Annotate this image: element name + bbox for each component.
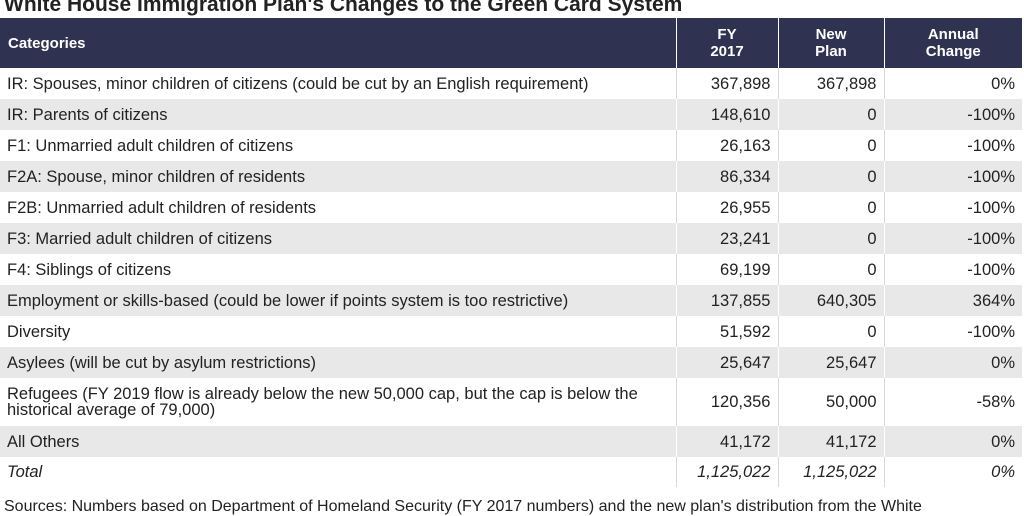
value-cell: 0 — [777, 254, 884, 285]
category-cell: F2B: Unmarried adult children of residen… — [7, 198, 317, 217]
category-cell: Employment or skills-based (could be low… — [0, 285, 676, 316]
value-cell: -100% — [883, 223, 1022, 254]
category-cell: All Others — [0, 426, 676, 457]
value-cell: 25,647 — [675, 347, 778, 378]
table-row: Total 1,125,022 1,125,022 0% — [0, 457, 1022, 487]
value-cell: 0% — [883, 457, 1022, 487]
value-cell: 0 — [777, 99, 884, 130]
value-cell: 0 — [777, 161, 884, 192]
category-cell: Refugees (FY 2019 flow is already below … — [7, 385, 638, 419]
table-row: Asylees (will be cut by asylum restricti… — [0, 347, 1022, 378]
value-cell: 0% — [883, 426, 1022, 457]
value-cell: 25,647 — [777, 347, 884, 378]
category-cell: Total — [7, 463, 43, 481]
value-cell: 367,898 — [675, 68, 778, 99]
category-cell: Diversity — [7, 322, 71, 341]
table-row: F2B: Unmarried adult children of residen… — [0, 192, 1022, 223]
value-cell: -100% — [883, 161, 1022, 192]
value-cell: 367,898 — [777, 68, 884, 99]
value-cell: -100% — [883, 192, 1022, 223]
table-row: F4: Siblings of citizens 69,199 0 -100% — [0, 254, 1022, 285]
value-cell: -100% — [883, 316, 1022, 347]
source-note: Sources: Numbers based on Department of … — [4, 498, 922, 515]
value-cell: 148,610 — [675, 99, 778, 130]
value-cell: 137,855 — [675, 285, 778, 316]
table-row: Diversity 51,592 0 -100% — [0, 316, 1022, 347]
table-row: IR: Parents of citizens 148,610 0 -100% — [0, 99, 1022, 130]
value-cell: -100% — [883, 99, 1022, 130]
column-header: FY 2017 — [675, 18, 778, 68]
value-cell: 26,955 — [675, 192, 778, 223]
value-cell: 23,241 — [675, 223, 778, 254]
table-title: White House Immigration Plan's Changes t… — [4, 0, 683, 16]
category-cell: F4: Siblings of citizens — [7, 260, 172, 279]
table-body: IR: Spouses, minor children of citizens … — [0, 68, 1022, 487]
value-cell: 0 — [777, 130, 884, 161]
category-cell: IR: Spouses, minor children of citizens … — [7, 74, 589, 93]
table-row: F2A: Spouse, minor children of residents… — [0, 161, 1022, 192]
table-row: Employment or skills-based (could be low… — [0, 285, 1022, 316]
value-cell: 51,592 — [675, 316, 778, 347]
table-row: F1: Unmarried adult children of citizens… — [0, 130, 1022, 161]
table-row: Refugees (FY 2019 flow is already below … — [0, 378, 1022, 426]
value-cell: 41,172 — [777, 426, 884, 457]
table-row: IR: Spouses, minor children of citizens … — [0, 68, 1022, 99]
value-cell: 0 — [777, 192, 884, 223]
value-cell: 1,125,022 — [777, 457, 884, 487]
category-cell: F2A: Spouse, minor children of residents — [0, 161, 676, 192]
value-cell: 640,305 — [777, 285, 884, 316]
category-cell: IR: Parents of citizens — [0, 99, 676, 130]
column-header: Annual Change — [883, 18, 1022, 68]
column-header: New Plan — [777, 18, 884, 68]
category-cell: F1: Unmarried adult children of citizens — [7, 136, 294, 155]
category-cell: Asylees (will be cut by asylum restricti… — [0, 347, 676, 378]
value-cell: 0 — [777, 316, 884, 347]
value-cell: -100% — [883, 254, 1022, 285]
category-cell: F3: Married adult children of citizens — [0, 223, 676, 254]
value-cell: 0% — [883, 347, 1022, 378]
table-header: Categories FY 2017 New Plan Annual Change — [0, 18, 1022, 68]
value-cell: 69,199 — [675, 254, 778, 285]
value-cell: -58% — [883, 378, 1022, 426]
value-cell: 26,163 — [675, 130, 778, 161]
value-cell: -100% — [883, 130, 1022, 161]
value-cell: 0% — [883, 68, 1022, 99]
value-cell: 1,125,022 — [675, 457, 778, 487]
column-header: Categories — [0, 18, 676, 68]
value-cell: 120,356 — [675, 378, 778, 426]
value-cell: 50,000 — [777, 378, 884, 426]
value-cell: 41,172 — [675, 426, 778, 457]
value-cell: 0 — [777, 223, 884, 254]
data-table: Categories FY 2017 New Plan Annual Change I… — [0, 18, 1022, 487]
value-cell: 364% — [883, 285, 1022, 316]
value-cell: 86,334 — [675, 161, 778, 192]
header-row: Categories FY 2017 New Plan Annual Change — [0, 18, 1022, 68]
table-row: F3: Married adult children of citizens 23… — [0, 223, 1022, 254]
table-row: All Others 41,172 41,172 0% — [0, 426, 1022, 457]
